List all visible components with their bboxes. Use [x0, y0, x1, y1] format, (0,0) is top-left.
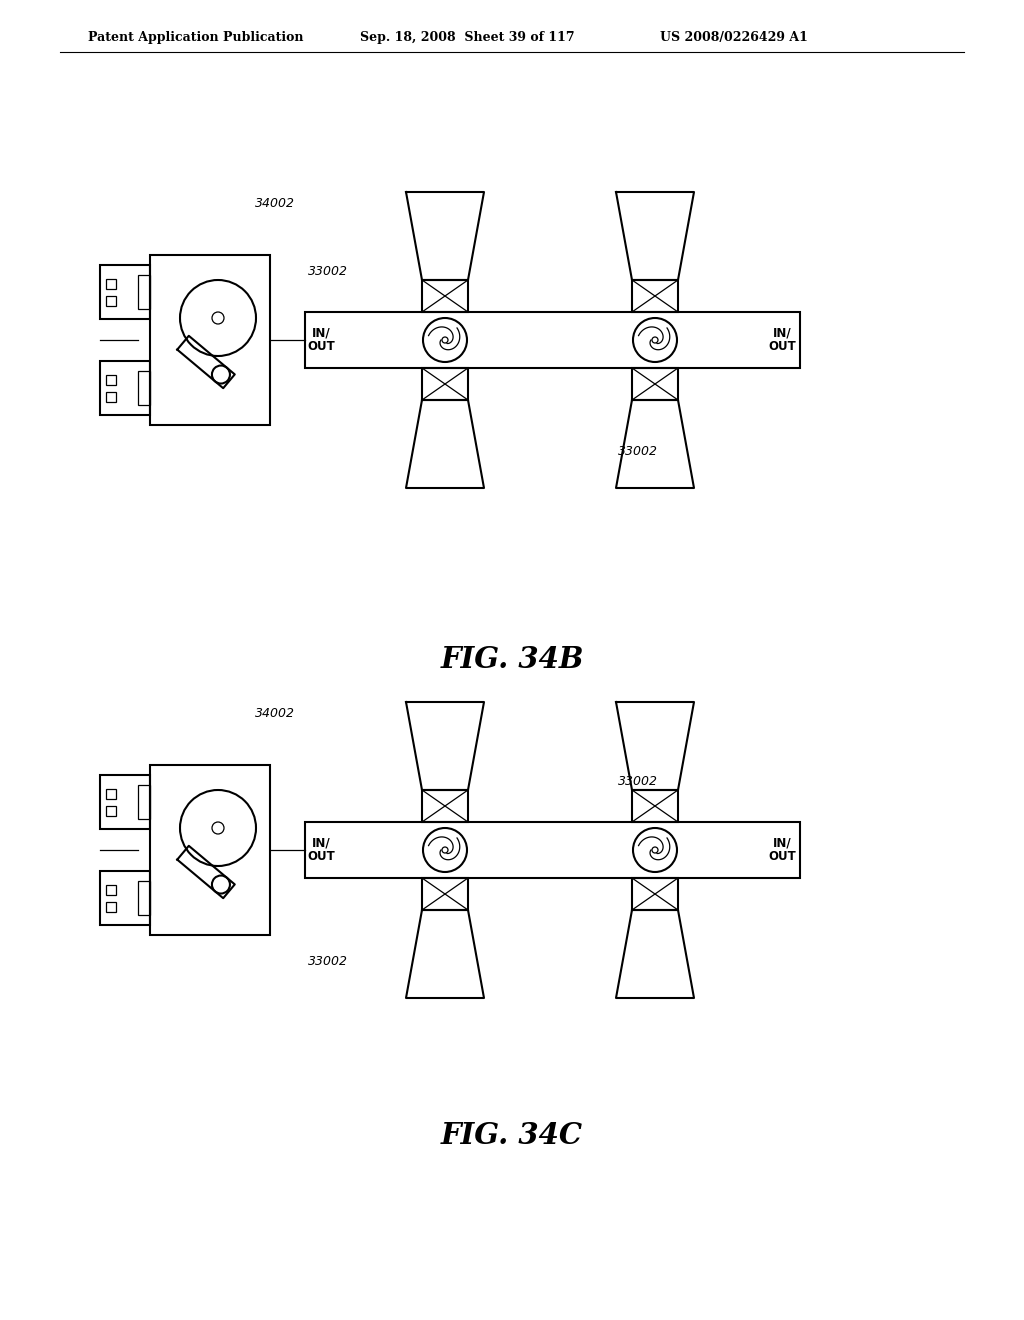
- Text: IN/: IN/: [773, 326, 792, 339]
- Text: FIG. 34C: FIG. 34C: [441, 1121, 583, 1150]
- Text: Patent Application Publication: Patent Application Publication: [88, 30, 303, 44]
- Bar: [632, 368, 678, 400]
- Text: US 2008/0226429 A1: US 2008/0226429 A1: [660, 30, 808, 44]
- Bar: [138, 371, 150, 405]
- Text: OUT: OUT: [768, 341, 796, 354]
- Bar: [106, 296, 116, 305]
- Text: 34002: 34002: [255, 708, 295, 719]
- Bar: [106, 392, 116, 401]
- Bar: [106, 788, 116, 799]
- Text: Sep. 18, 2008  Sheet 39 of 117: Sep. 18, 2008 Sheet 39 of 117: [360, 30, 574, 44]
- Text: 33002: 33002: [618, 445, 658, 458]
- Text: IN/: IN/: [311, 326, 331, 339]
- Bar: [106, 279, 116, 289]
- Bar: [138, 880, 150, 915]
- Text: 33002: 33002: [308, 954, 348, 968]
- Bar: [138, 275, 150, 309]
- Bar: [422, 878, 468, 909]
- Bar: [106, 375, 116, 384]
- Text: IN/: IN/: [311, 837, 331, 850]
- Bar: [632, 789, 678, 822]
- Text: 33002: 33002: [618, 775, 658, 788]
- Text: IN/: IN/: [773, 837, 792, 850]
- Text: 33002: 33002: [308, 265, 348, 279]
- Bar: [100, 775, 150, 829]
- Bar: [100, 871, 150, 925]
- Text: FIG. 34B: FIG. 34B: [440, 645, 584, 675]
- Text: OUT: OUT: [768, 850, 796, 863]
- Bar: [422, 280, 468, 312]
- Text: 34002: 34002: [255, 197, 295, 210]
- Bar: [150, 766, 270, 935]
- Bar: [305, 312, 800, 368]
- Bar: [138, 785, 150, 818]
- Text: OUT: OUT: [307, 850, 335, 863]
- Bar: [422, 368, 468, 400]
- Bar: [106, 884, 116, 895]
- Bar: [422, 789, 468, 822]
- Bar: [632, 878, 678, 909]
- Bar: [305, 822, 800, 878]
- Text: OUT: OUT: [307, 341, 335, 354]
- Bar: [632, 280, 678, 312]
- Bar: [106, 805, 116, 816]
- Bar: [106, 902, 116, 912]
- Bar: [100, 265, 150, 319]
- Bar: [150, 255, 270, 425]
- Bar: [100, 360, 150, 414]
